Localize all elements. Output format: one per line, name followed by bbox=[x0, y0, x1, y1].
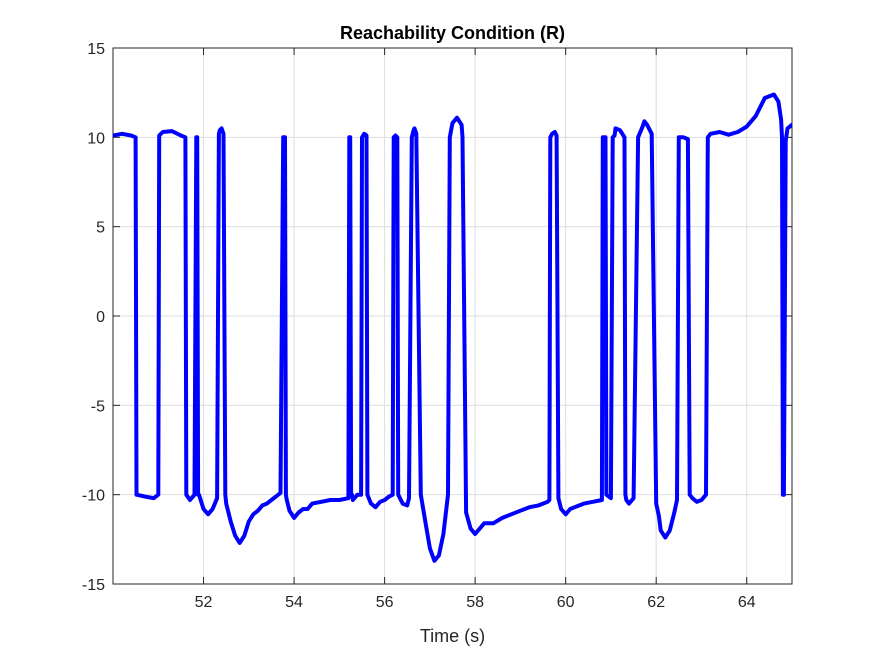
y-tick-label: -5 bbox=[91, 398, 105, 415]
x-tick-label: 54 bbox=[285, 594, 303, 611]
chart-title: Reachability Condition (R) bbox=[340, 23, 565, 43]
axis-ticks bbox=[113, 47, 792, 585]
series-line-0 bbox=[113, 92, 792, 563]
x-axis-title: Time (s) bbox=[420, 626, 485, 646]
x-tick-label: 58 bbox=[466, 594, 484, 611]
axis-tick-labels: 52 54 56 58 60 62 64 -15 -10 -5 0 5 10 15 bbox=[82, 41, 756, 611]
y-tick-label: 5 bbox=[96, 220, 105, 237]
x-tick-label: 64 bbox=[738, 594, 756, 611]
x-tick-label: 62 bbox=[647, 594, 665, 611]
y-tick-label: -10 bbox=[82, 488, 105, 505]
x-tick-label: 56 bbox=[376, 594, 394, 611]
y-tick-label: -15 bbox=[82, 577, 105, 594]
y-tick-label: 10 bbox=[87, 130, 105, 147]
y-tick-label: 0 bbox=[96, 309, 105, 326]
x-tick-label: 60 bbox=[557, 594, 575, 611]
series-layer bbox=[113, 92, 792, 563]
x-tick-label: 52 bbox=[195, 594, 213, 611]
y-tick-label: 15 bbox=[87, 41, 105, 58]
